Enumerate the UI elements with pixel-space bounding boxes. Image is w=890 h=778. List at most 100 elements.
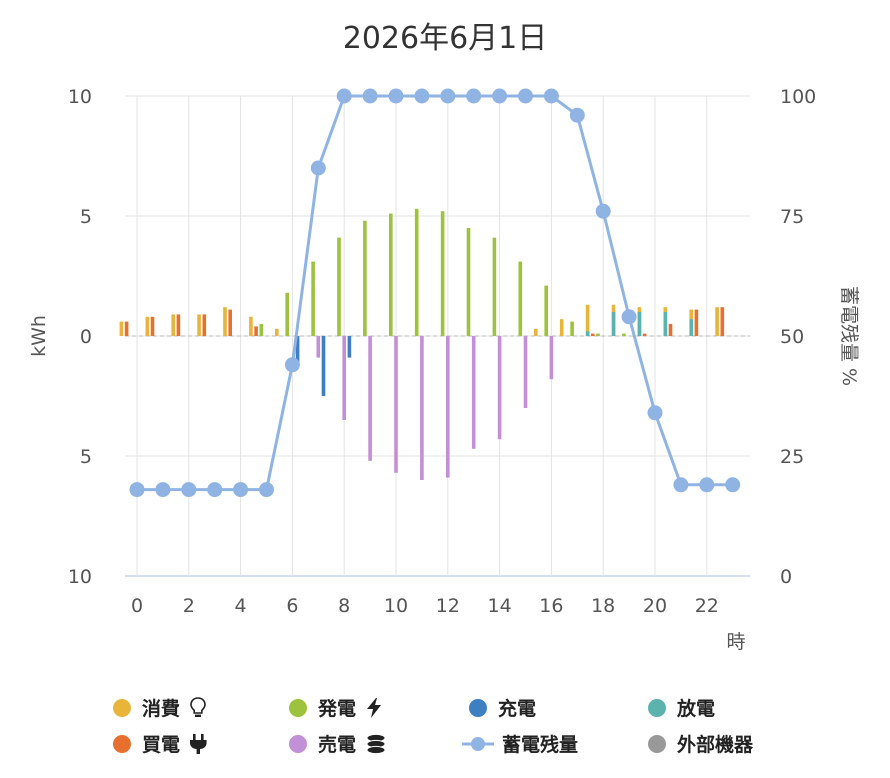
- bar-放電-18: [611, 312, 616, 336]
- x-tick-label: 14: [488, 595, 512, 617]
- battery-level-point-1: [155, 482, 171, 498]
- bar-買電-23: [720, 307, 725, 336]
- legend-swatch-発電: [289, 699, 307, 717]
- x-tick-label: 10: [384, 595, 408, 617]
- bar-買電-2: [176, 314, 181, 336]
- plug-body: [190, 740, 207, 754]
- battery-level-point-20: [647, 405, 663, 421]
- legend-swatch-充電: [469, 699, 487, 717]
- battery-level-point-4: [233, 482, 249, 498]
- y-tick-label: 10: [68, 86, 92, 108]
- bar-買電-22: [694, 309, 699, 336]
- battery-level-point-7: [310, 160, 326, 176]
- y2-tick-label: 25: [780, 446, 804, 468]
- y-axis-label: kWh: [28, 315, 50, 357]
- bar-消費-23: [715, 307, 719, 336]
- battery-level-point-9: [362, 88, 378, 104]
- bar-消費-3: [197, 314, 201, 336]
- bar-売電-10: [394, 336, 398, 473]
- bar-買電-21: [668, 324, 673, 336]
- battery-level-point-6: [284, 357, 300, 373]
- legend-line-marker: [471, 737, 485, 751]
- battery-level-point-8: [336, 88, 352, 104]
- bar-買電-20: [642, 333, 647, 336]
- bar-発電-5: [259, 324, 264, 336]
- legend-swatch-買電: [113, 735, 131, 753]
- bar-消費-2: [171, 314, 175, 336]
- y-tick-label: 0: [80, 326, 92, 348]
- bar-発電-6: [285, 292, 289, 336]
- battery-level-point-19: [621, 309, 637, 325]
- battery-level-point-10: [388, 88, 404, 104]
- battery-level-point-21: [673, 477, 689, 493]
- y-tick-label: 10: [68, 566, 92, 588]
- x-tick-label: 4: [235, 595, 247, 617]
- legend-swatch-消費: [113, 699, 131, 717]
- plug-prong-left: [193, 734, 196, 740]
- bar-発電-13: [466, 228, 471, 336]
- grid-layer: [125, 95, 750, 577]
- bar-買電-5: [254, 326, 258, 336]
- bar-買電-18: [591, 333, 595, 336]
- legend-swatch-放電: [648, 699, 666, 717]
- bar-放電-20: [663, 312, 668, 336]
- battery-level-point-15: [518, 88, 533, 104]
- legend-label-発電: 発電: [317, 697, 356, 720]
- y2-axis-label: 蓄電残量 %: [838, 286, 860, 386]
- x-tick-label: 20: [643, 595, 667, 617]
- bar-買電-4: [228, 309, 232, 336]
- bar-売電-13: [471, 336, 476, 449]
- legend-label-充電: 充電: [498, 697, 536, 720]
- x-tick-label: 12: [436, 595, 460, 617]
- bar-発電-12: [440, 211, 445, 336]
- lightbulb-icon: [190, 697, 206, 717]
- bar-売電-16: [549, 336, 554, 380]
- battery-level-point-5: [259, 482, 274, 498]
- legend-label-売電: 売電: [318, 733, 356, 756]
- bar-発電-11: [414, 208, 419, 336]
- y-tick-label: 5: [80, 206, 92, 228]
- bar-消費-1: [145, 316, 150, 336]
- bar-発電-19: [622, 333, 626, 336]
- legend-label-放電: 放電: [676, 697, 715, 720]
- battery-level-point-0: [129, 482, 145, 498]
- bar-買電-0: [124, 321, 129, 336]
- bar-売電-7: [316, 336, 321, 358]
- bar-消費-5: [249, 316, 253, 336]
- battery-level-point-17: [569, 107, 585, 123]
- bar-放電-21: [689, 319, 694, 336]
- bar-充電-7: [321, 336, 326, 396]
- battery-level-point-3: [207, 482, 223, 498]
- plug-prong-right: [201, 734, 204, 740]
- bolt-icon: [367, 698, 381, 718]
- lightbulb-shape: [190, 697, 206, 714]
- battery-level-point-2: [181, 482, 197, 498]
- legend-label-外部機器: 外部機器: [677, 733, 754, 756]
- battery-level-point-12: [440, 88, 456, 104]
- bolt-shape: [367, 698, 381, 718]
- bar-放電-19: [637, 312, 642, 336]
- x-tick-label: 6: [286, 595, 298, 617]
- x-tick-label: 16: [539, 595, 563, 617]
- battery-level-point-11: [414, 88, 430, 104]
- bar-消費-4: [223, 307, 227, 336]
- bar-発電-7: [311, 261, 315, 336]
- legend-label-蓄電残量: 蓄電残量: [502, 733, 578, 756]
- battery-level-point-14: [492, 88, 508, 104]
- bar-売電-12: [446, 336, 450, 478]
- y2-tick-label: 50: [780, 326, 804, 348]
- bar-消費-6: [275, 328, 279, 336]
- bar-発電-9: [363, 220, 367, 336]
- bar-発電-15: [518, 261, 523, 336]
- battery-level-point-22: [699, 477, 715, 493]
- bar-発電-8: [337, 237, 341, 336]
- bar-消費-0: [119, 321, 124, 336]
- legend-label-買電: 買電: [142, 734, 180, 756]
- bar-売電-9: [368, 336, 372, 461]
- bar-発電-18: [596, 333, 600, 336]
- battery-level-point-23: [725, 477, 741, 493]
- bar-発電-10: [389, 213, 393, 336]
- y2-tick-label: 100: [780, 86, 816, 108]
